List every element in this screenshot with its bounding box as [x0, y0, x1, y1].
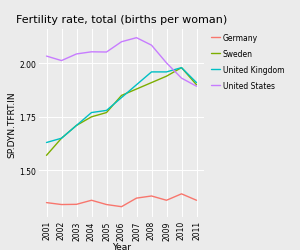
Sweden: [165, 76, 168, 78]
United Kingdom: [105, 110, 108, 112]
United Kingdom: [195, 82, 198, 85]
Germany: [75, 203, 78, 206]
Germany: [150, 195, 153, 198]
United Kingdom: [90, 112, 93, 114]
United Kingdom: [75, 124, 78, 128]
Germany: [105, 203, 108, 206]
Line: Germany: Germany: [46, 194, 196, 207]
Sweden: [120, 94, 123, 98]
Sweden: [135, 88, 138, 91]
Sweden: [45, 154, 48, 157]
United States: [60, 60, 63, 63]
United States: [180, 77, 183, 80]
Y-axis label: SP.DYN.TFRT.IN: SP.DYN.TFRT.IN: [8, 90, 16, 157]
United States: [150, 44, 153, 48]
Germany: [180, 192, 183, 196]
Sweden: [60, 137, 63, 140]
United Kingdom: [120, 97, 123, 100]
Sweden: [195, 84, 198, 87]
United States: [135, 37, 138, 40]
United States: [45, 55, 48, 58]
X-axis label: Year: Year: [112, 242, 131, 250]
United States: [165, 62, 168, 65]
Sweden: [150, 82, 153, 85]
Sweden: [105, 112, 108, 114]
Germany: [60, 203, 63, 206]
United Kingdom: [165, 71, 168, 74]
Germany: [135, 197, 138, 200]
United Kingdom: [45, 142, 48, 144]
Germany: [90, 199, 93, 202]
United States: [90, 51, 93, 54]
United Kingdom: [60, 137, 63, 140]
Germany: [165, 199, 168, 202]
United Kingdom: [150, 71, 153, 74]
Line: United States: United States: [46, 38, 196, 87]
Germany: [120, 205, 123, 208]
Legend: Germany, Sweden, United Kingdom, United States: Germany, Sweden, United Kingdom, United …: [211, 34, 284, 90]
United Kingdom: [135, 84, 138, 87]
Sweden: [75, 124, 78, 128]
United States: [120, 41, 123, 44]
Line: United Kingdom: United Kingdom: [46, 68, 196, 143]
United States: [105, 51, 108, 54]
Germany: [45, 201, 48, 204]
United States: [75, 53, 78, 56]
Sweden: [180, 67, 183, 70]
United Kingdom: [180, 67, 183, 70]
Line: Sweden: Sweden: [46, 68, 196, 156]
Germany: [195, 199, 198, 202]
Sweden: [90, 116, 93, 119]
Title: Fertility rate, total (births per woman): Fertility rate, total (births per woman): [16, 15, 227, 25]
United States: [195, 86, 198, 88]
